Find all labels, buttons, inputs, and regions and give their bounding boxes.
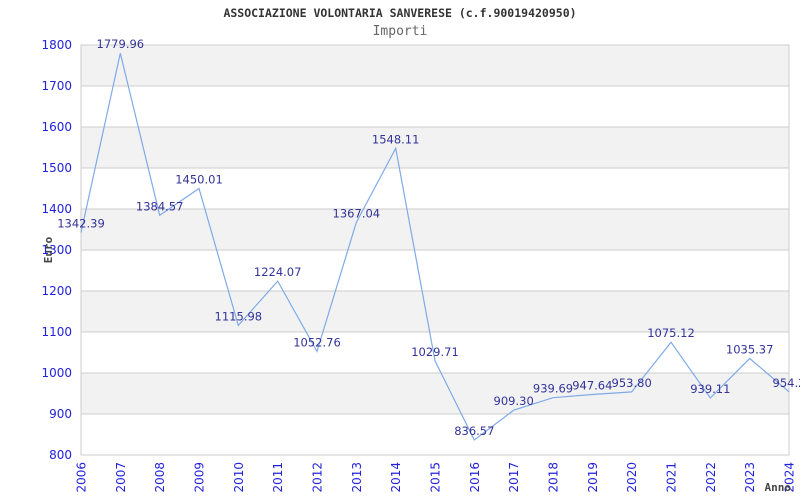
plot-band: [81, 209, 789, 250]
plot-border: [80, 44, 790, 456]
plot-band: [81, 250, 789, 291]
x-tick-label: 2022: [704, 462, 718, 493]
x-tick-label: 2006: [75, 462, 89, 493]
x-tick-label: 2013: [350, 462, 364, 493]
data-point-label: 1367.04: [333, 207, 381, 221]
x-tick-label: 2012: [311, 462, 325, 493]
data-point-label: 1224.07: [254, 265, 302, 279]
x-axis-title: Anno: [765, 481, 792, 494]
data-point-label: 939.11: [690, 382, 730, 396]
y-tick-label: 1100: [41, 325, 72, 339]
y-tick-label: 1400: [41, 202, 72, 216]
plot-band: [81, 332, 789, 373]
plot-band: [81, 414, 789, 455]
data-point-label: 947.64: [572, 378, 612, 392]
x-tick-label: 2015: [429, 462, 443, 493]
y-tick-label: 1600: [41, 120, 72, 134]
x-tick-label: 2023: [743, 462, 757, 493]
data-point-label: 1779.96: [97, 37, 145, 51]
x-tick-label: 2011: [271, 462, 285, 493]
x-tick-label: 2009: [193, 462, 207, 493]
y-tick-label: 1700: [41, 79, 72, 93]
y-tick-label: 1200: [41, 284, 72, 298]
data-point-label: 953.80: [612, 376, 652, 390]
y-axis-title: Euro: [42, 236, 55, 263]
plot-band: [81, 86, 789, 127]
x-tick-label: 2007: [114, 462, 128, 493]
chart-title: ASSOCIAZIONE VOLONTARIA SANVERESE (c.f.9…: [223, 6, 577, 20]
data-point-label: 1052.76: [293, 335, 341, 349]
y-tick-label: 1800: [41, 38, 72, 52]
x-tick-label: 2024: [783, 462, 797, 493]
plot-band: [81, 127, 789, 168]
data-point-label: 1035.37: [726, 342, 774, 356]
data-point-label: 1075.12: [647, 326, 695, 340]
data-point-label: 1029.71: [411, 345, 459, 359]
y-tick-label: 1300: [41, 243, 72, 257]
plot-band: [81, 373, 789, 414]
importi-series-line: [80, 53, 790, 441]
data-point-label: 836.57: [454, 424, 494, 438]
x-tick-label: 2021: [665, 462, 679, 493]
y-tick-label: 800: [49, 448, 72, 462]
x-tick-label: 2010: [232, 462, 246, 493]
data-point-label: 1342.39: [57, 217, 105, 231]
plot-band: [81, 291, 789, 332]
chart-subtitle: Importi: [372, 24, 428, 39]
data-point-label: 939.69: [533, 382, 573, 396]
plot-band: [81, 45, 789, 86]
y-tick-label: 900: [49, 407, 72, 421]
data-point-label: 1450.01: [175, 172, 223, 186]
x-tick-label: 2019: [586, 462, 600, 493]
data-point-label: 909.30: [494, 394, 534, 408]
x-tick-label: 2017: [507, 462, 521, 493]
data-point-label: 1548.11: [372, 132, 420, 146]
x-tick-label: 2014: [389, 462, 403, 493]
x-tick-label: 2018: [547, 462, 561, 493]
data-point-label: 954.2: [773, 376, 800, 390]
y-tick-label: 1000: [41, 366, 72, 380]
x-tick-label: 2008: [153, 462, 167, 493]
data-point-label: 1384.57: [136, 199, 184, 213]
y-tick-label: 1500: [41, 161, 72, 175]
x-tick-label: 2016: [468, 462, 482, 493]
data-point-label: 1115.98: [215, 309, 263, 323]
x-tick-label: 2020: [625, 462, 639, 493]
